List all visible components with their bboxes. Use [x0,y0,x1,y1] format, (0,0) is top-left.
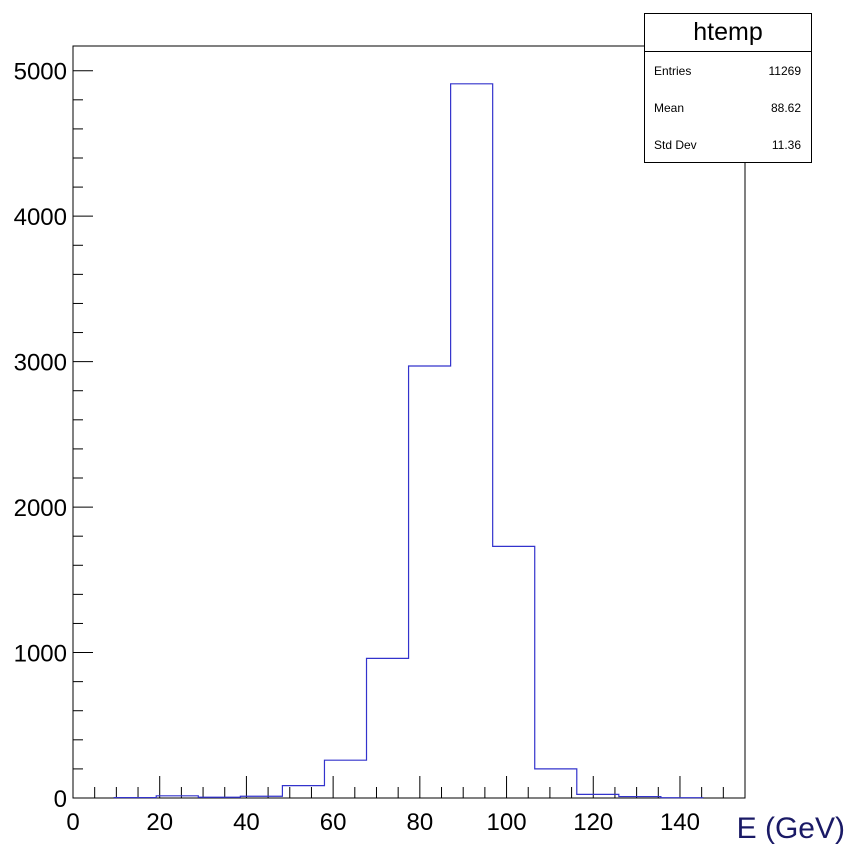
histogram-bin [367,658,409,798]
x-tick-label: 100 [487,809,527,836]
x-tick-label: 80 [406,809,433,836]
y-tick-label: 4000 [14,204,67,231]
histogram-outline [113,83,704,799]
histogram-bin [409,366,451,798]
x-tick-label: 60 [320,809,347,836]
plot-frame [72,45,746,799]
x-tick-labels: 0 20 40 60 80 100 120 140 [66,809,700,836]
y-tick-label: 0 [54,786,67,813]
histogram-bin [324,760,366,798]
histogram-bin [282,786,324,798]
x-tick-label: 40 [233,809,260,836]
stats-label: Mean [654,100,685,115]
x-tick-label: 20 [146,809,173,836]
stats-row-mean: Mean 88.62 [645,89,811,126]
y-tick-label: 2000 [14,495,67,522]
stats-value: 11.36 [771,137,801,152]
stats-box: htemp Entries 11269 Mean 88.62 Std Dev 1… [644,13,812,163]
stats-label: Entries [654,63,692,78]
stats-value: 88.62 [770,100,801,115]
y-tick-label: 3000 [14,350,67,377]
x-tick-label: 120 [573,809,613,836]
histogram-bin [493,546,535,798]
histogram-bin [535,769,577,798]
x-tick-label: 140 [660,809,700,836]
stats-box-title: htemp [645,14,811,52]
y-tick-label: 1000 [14,641,67,668]
y-tick-labels: 0 1000 2000 3000 4000 5000 [14,59,67,813]
x-axis-title: E (GeV) [737,812,845,845]
x-tick-label: 0 [66,809,79,836]
stats-row-entries: Entries 11269 [645,52,811,89]
stats-row-std-dev: Std Dev 11.36 [645,126,811,163]
y-tick-label: 5000 [14,59,67,86]
stats-label: Std Dev [654,137,697,152]
histogram-bin [451,84,493,798]
axis-ticks [72,70,724,799]
stats-value: 11269 [768,63,801,78]
